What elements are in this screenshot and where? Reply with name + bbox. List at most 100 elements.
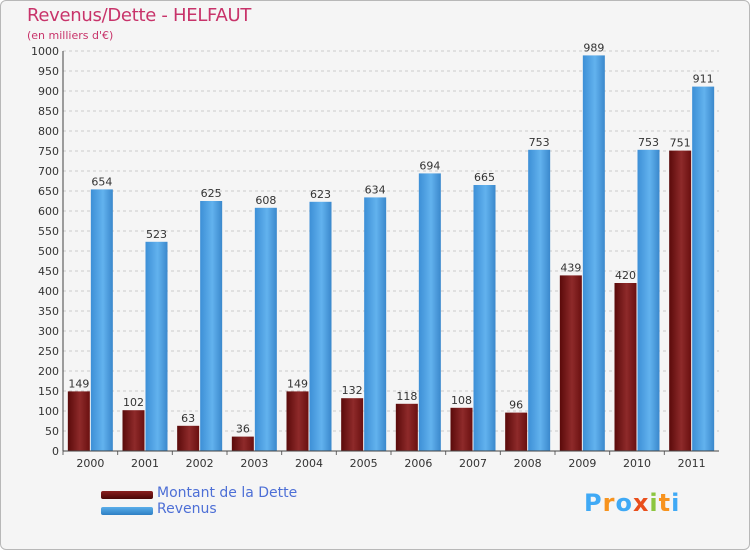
data-label-revenus-2002: 625 [201, 187, 222, 200]
bar-revenus-2008 [528, 149, 551, 452]
y-tick-label: 700 [38, 165, 59, 178]
y-tick-label: 650 [38, 185, 59, 198]
bar-dette-2000 [67, 391, 90, 451]
data-label-dette-2007: 108 [451, 394, 472, 407]
y-tick-label: 250 [38, 345, 59, 358]
y-tick-label: 300 [38, 325, 59, 338]
grid-lines [63, 50, 719, 452]
bar-dette-2008 [505, 412, 528, 451]
bar-dette-2010 [614, 283, 637, 451]
x-tick-label: 2003 [240, 457, 268, 470]
chart-subtitle: (en milliers d'€) [27, 29, 114, 42]
y-tick-label: 450 [38, 265, 59, 278]
data-label-revenus-2010: 753 [638, 136, 659, 149]
y-tick-label: 950 [38, 65, 59, 78]
bar-revenus-2001 [145, 241, 168, 451]
logo-letter: r [602, 489, 616, 517]
data-label-dette-2006: 118 [396, 390, 417, 403]
x-tick-label: 2009 [568, 457, 596, 470]
x-tick-label: 2004 [295, 457, 323, 470]
bars [67, 55, 715, 452]
bar-revenus-2010 [637, 149, 660, 452]
data-label-revenus-2006: 694 [419, 159, 440, 172]
y-tick-label: 150 [38, 385, 59, 398]
logo-letter: i [671, 489, 681, 517]
x-tick-label: 2008 [514, 457, 542, 470]
x-tick-label: 2010 [623, 457, 651, 470]
y-tick-label: 750 [38, 145, 59, 158]
legend-swatch-dette [101, 491, 153, 499]
x-tick-label: 2005 [350, 457, 378, 470]
y-tick-label: 850 [38, 105, 59, 118]
data-label-dette-2002: 63 [181, 412, 195, 425]
bar-revenus-2006 [418, 173, 441, 451]
bar-revenus-2007 [473, 185, 496, 451]
legend-label-dette: Montant de la Dette [157, 485, 298, 501]
chart-title: Revenus/Dette - HELFAUT [27, 5, 252, 26]
data-label-revenus-2005: 634 [365, 183, 386, 196]
bar-dette-2009 [559, 275, 582, 451]
y-tick-label: 1000 [31, 45, 59, 58]
y-tick-label: 900 [38, 85, 59, 98]
y-tick-label: 200 [38, 365, 59, 378]
y-tick-label: 50 [45, 425, 59, 438]
bar-dette-2006 [395, 403, 418, 451]
y-tick-label: 550 [38, 225, 59, 238]
data-label-revenus-2004: 623 [310, 188, 331, 201]
data-label-dette-2001: 102 [123, 396, 144, 409]
logo-letter: i [649, 489, 659, 517]
data-label-dette-2004: 149 [287, 377, 308, 390]
logo-letter: t [658, 489, 672, 517]
axes [62, 51, 719, 452]
bar-revenus-2000 [90, 189, 113, 451]
y-tick-label: 0 [52, 445, 59, 458]
bar-revenus-2002 [200, 201, 223, 451]
data-label-revenus-2011: 911 [693, 73, 714, 86]
x-axis-ticks: 2000 2001 2002 2003 2004 2005 2006 2007 2008 2009… [62, 451, 706, 470]
y-axis-ticks: 0 50 100 150 200 250 300 350 400 450 500 550 600 650 7… [31, 45, 59, 458]
y-tick-label: 800 [38, 125, 59, 138]
data-label-dette-2011: 751 [670, 137, 691, 150]
bar-dette-2002 [177, 425, 200, 451]
y-tick-label: 400 [38, 285, 59, 298]
data-label-dette-2000: 149 [68, 377, 89, 390]
bar-dette-2003 [231, 436, 254, 451]
legend-swatch-revenus [101, 507, 153, 515]
bar-revenus-2011 [692, 86, 715, 451]
data-label-dette-2005: 132 [342, 384, 363, 397]
x-tick-label: 2011 [678, 457, 706, 470]
data-label-revenus-2000: 654 [91, 175, 112, 188]
bar-revenus-2003 [254, 207, 277, 451]
bar-dette-2004 [286, 391, 309, 451]
x-tick-label: 2000 [76, 457, 104, 470]
y-tick-label: 100 [38, 405, 59, 418]
bar-revenus-2004 [309, 201, 332, 451]
logo-letter: o [615, 489, 633, 517]
data-label-revenus-2007: 665 [474, 171, 495, 184]
data-label-revenus-2008: 753 [529, 136, 550, 149]
logo-letter: x [632, 489, 650, 517]
x-tick-label: 2001 [131, 457, 159, 470]
bar-revenus-2005 [364, 197, 387, 451]
data-labels: 149 654 102 523 63 625 36 608 149 623 132 634 118 694… [68, 41, 713, 435]
bar-dette-2005 [341, 398, 364, 451]
bar-dette-2001 [122, 410, 145, 451]
data-label-dette-2010: 420 [615, 269, 636, 282]
data-label-revenus-2001: 523 [146, 228, 167, 241]
proxiti-logo: Proxiti [584, 489, 680, 517]
y-tick-label: 600 [38, 205, 59, 218]
bar-revenus-2009 [582, 55, 605, 452]
legend-label-revenus: Revenus [157, 501, 217, 517]
x-tick-label: 2007 [459, 457, 487, 470]
bar-dette-2011 [669, 150, 692, 451]
data-label-revenus-2009: 989 [583, 41, 604, 54]
x-tick-label: 2002 [186, 457, 214, 470]
data-label-revenus-2003: 608 [255, 194, 276, 207]
x-tick-label: 2006 [404, 457, 432, 470]
logo-letter: P [584, 489, 603, 517]
y-tick-label: 500 [38, 245, 59, 258]
data-label-dette-2008: 96 [509, 399, 523, 412]
data-label-dette-2009: 439 [560, 261, 581, 274]
